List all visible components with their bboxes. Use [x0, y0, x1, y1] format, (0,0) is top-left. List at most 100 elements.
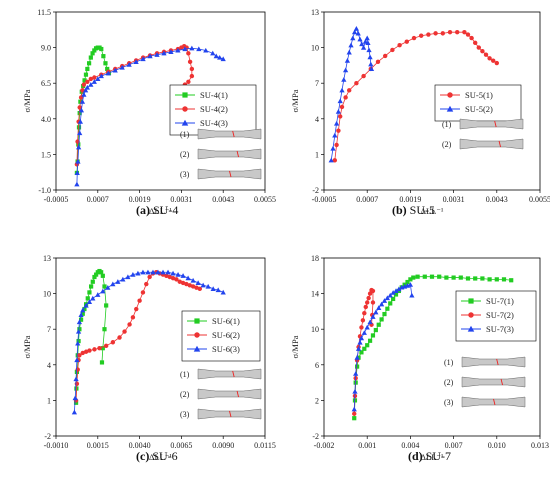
data-point — [418, 33, 424, 38]
data-point — [105, 70, 111, 76]
data-point — [373, 327, 378, 333]
data-point — [215, 287, 221, 293]
y-tick-label: -2 — [44, 432, 51, 441]
y-tick-label: 10 — [311, 44, 319, 53]
panel-caption: (a) SU-4 — [136, 203, 178, 217]
data-point — [200, 282, 206, 288]
data-point — [217, 54, 223, 60]
data-point — [104, 303, 109, 308]
x-tick-label: 0.0040 — [129, 441, 151, 450]
legend-label: SU-6(2) — [212, 330, 240, 340]
data-point — [367, 54, 373, 60]
data-point — [95, 76, 101, 82]
data-point — [387, 292, 393, 298]
specimen-label: (2) — [180, 390, 190, 399]
specimen-body — [197, 408, 262, 420]
x-tick-label: 0.007 — [445, 441, 463, 450]
data-point — [78, 312, 84, 318]
y-tick-label: -2 — [312, 432, 319, 441]
specimen-body — [461, 376, 526, 388]
data-point — [220, 289, 226, 295]
crack-mark — [236, 390, 239, 398]
y-tick-label: 1 — [47, 396, 51, 405]
data-point — [120, 276, 126, 282]
series-2 — [328, 25, 375, 163]
specimen-body — [197, 168, 262, 180]
data-point — [90, 279, 95, 284]
data-point — [367, 319, 373, 325]
data-point — [408, 277, 413, 282]
series-line — [75, 271, 200, 401]
data-point — [168, 49, 174, 54]
data-point — [174, 277, 179, 282]
y-tick-label: 10 — [311, 325, 319, 334]
data-point — [86, 299, 93, 305]
data-point — [210, 286, 216, 291]
legend-label: SU-5(1) — [465, 90, 493, 100]
data-point — [367, 338, 373, 343]
specimen-body — [459, 118, 524, 130]
crack-mark — [496, 358, 499, 366]
legend-label: SU-7(2) — [486, 310, 514, 320]
data-point — [405, 279, 410, 285]
data-point — [86, 61, 92, 66]
data-point — [145, 269, 151, 275]
data-point — [368, 66, 375, 72]
data-point — [330, 145, 336, 151]
data-point — [78, 317, 84, 322]
data-point — [490, 58, 496, 63]
data-point — [100, 273, 105, 278]
data-point — [190, 277, 196, 283]
data-point — [76, 338, 81, 344]
crack-mark — [232, 130, 235, 138]
x-tick-label: 0.010 — [488, 441, 506, 450]
data-point — [92, 48, 97, 53]
data-point — [103, 61, 108, 66]
chart-panel-1: -0.0005 0.0007 0.0019 0.0031 0.0043 0.0055 -1.… — [22, 8, 276, 217]
series-line — [76, 47, 224, 185]
x-tick-label: 0.013 — [531, 441, 549, 450]
data-point — [99, 46, 104, 52]
panel-caption: (c) SU-6 — [136, 449, 178, 463]
plot-frame — [55, 257, 266, 437]
data-point — [102, 327, 107, 332]
x-tick-label: 0.004 — [401, 441, 419, 450]
y-tick-label: 1.5 — [41, 150, 51, 159]
data-point — [187, 283, 192, 288]
data-point — [332, 132, 338, 138]
data-point — [476, 45, 482, 50]
data-point — [390, 290, 396, 295]
data-point — [415, 274, 420, 279]
data-point — [334, 142, 339, 148]
data-point — [77, 130, 83, 136]
x-axis-label: ΔLL⁻¹ — [421, 206, 444, 216]
data-point — [355, 364, 360, 369]
series-2 — [352, 287, 376, 416]
data-point — [150, 269, 156, 275]
data-point — [119, 64, 125, 70]
legend-label: SU-6(1) — [212, 316, 240, 326]
data-point — [350, 35, 356, 41]
data-point — [180, 273, 186, 278]
data-point — [167, 274, 172, 280]
x-tick-label: 0.0115 — [254, 441, 276, 450]
data-point — [351, 29, 358, 35]
data-point — [411, 35, 417, 41]
series-3 — [74, 45, 226, 187]
legend-marker — [447, 92, 453, 98]
specimen-sketches: (1) (2) (3) — [180, 368, 262, 420]
x-tick-label: 0.0043 — [212, 195, 234, 204]
series-1 — [73, 268, 109, 405]
y-tick-label: 13 — [311, 8, 319, 17]
legend: SU-4(1) SU-4(2) SU-4(3) — [169, 84, 257, 136]
specimen-sketches: (1) (2) (3) — [180, 128, 262, 180]
specimen-label: (2) — [444, 378, 454, 387]
y-tick-label: 1 — [315, 150, 319, 159]
data-point — [376, 322, 381, 327]
data-point — [76, 142, 81, 147]
crack-mark — [493, 398, 496, 406]
data-point — [130, 315, 136, 320]
data-point — [359, 41, 365, 47]
data-point — [77, 111, 82, 116]
data-point — [364, 35, 370, 41]
